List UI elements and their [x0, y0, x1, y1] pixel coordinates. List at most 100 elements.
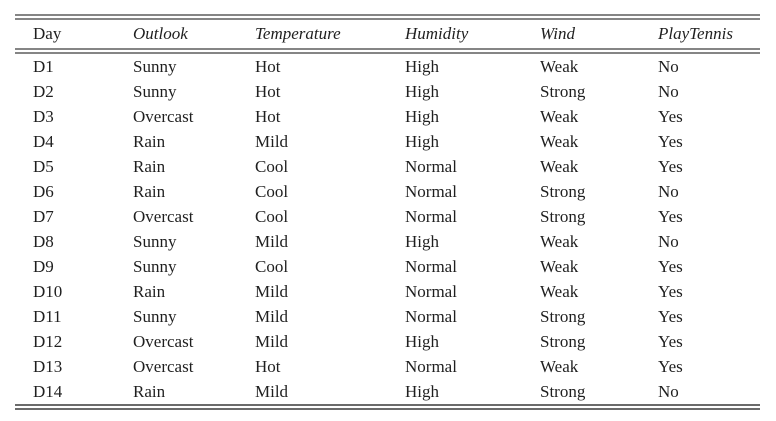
cell-day: D2 [33, 82, 54, 101]
cell-playtennis: No [658, 82, 679, 101]
cell-wind: Strong [540, 332, 586, 351]
cell-day: D7 [33, 207, 54, 226]
cell-day: D1 [33, 57, 54, 76]
cell-playtennis: Yes [658, 207, 683, 226]
cell-humidity: Normal [405, 182, 457, 201]
cell-temperature: Mild [255, 307, 289, 326]
cell-day: D5 [33, 157, 54, 176]
table-row: D10 Rain Mild Normal Weak Yes [15, 279, 760, 304]
cell-temperature: Mild [255, 379, 405, 410]
cell-playtennis: No [658, 57, 679, 76]
table-body: D1 Sunny Hot High Weak No D2 Sunny Hot High Strong… [15, 51, 760, 410]
cell-wind: Strong [540, 379, 658, 410]
cell-temperature: Cool [255, 207, 289, 226]
table-row: D4 Rain Mild High Weak Yes [15, 129, 760, 154]
cell-outlook: Overcast [133, 207, 194, 226]
cell-wind: Weak [540, 257, 579, 276]
cell-outlook: Sunny [133, 257, 177, 276]
cell-day: D4 [33, 132, 54, 151]
cell-day: D12 [33, 332, 63, 351]
table-row: D11 Sunny Mild Normal Strong Yes [15, 304, 760, 329]
cell-wind: Strong [540, 82, 586, 101]
cell-day: D6 [33, 182, 54, 201]
table-row: D9 Sunny Cool Normal Weak Yes [15, 254, 760, 279]
cell-wind: Strong [540, 182, 586, 201]
cell-wind: Weak [540, 282, 579, 301]
cell-outlook: Rain [133, 282, 166, 301]
cell-wind: Weak [540, 132, 579, 151]
cell-temperature: Cool [255, 157, 289, 176]
cell-temperature: Hot [255, 57, 281, 76]
cell-playtennis: No [658, 182, 679, 201]
cell-humidity: Normal [405, 282, 457, 301]
cell-wind: Weak [540, 232, 579, 251]
cell-temperature: Mild [255, 232, 289, 251]
table-row: D5 Rain Cool Normal Weak Yes [15, 154, 760, 179]
cell-outlook: Overcast [133, 107, 194, 126]
cell-wind: Weak [540, 107, 579, 126]
cell-day: D3 [33, 107, 54, 126]
cell-outlook: Rain [133, 157, 166, 176]
cell-temperature: Hot [255, 82, 281, 101]
cell-wind: Weak [540, 57, 579, 76]
cell-temperature: Hot [255, 107, 281, 126]
cell-outlook: Sunny [133, 232, 177, 251]
cell-humidity: High [405, 107, 439, 126]
table-row: D13 Overcast Hot Normal Weak Yes [15, 354, 760, 379]
cell-temperature: Mild [255, 132, 289, 151]
cell-day: D8 [33, 232, 54, 251]
cell-playtennis: Yes [658, 107, 683, 126]
cell-temperature: Hot [255, 357, 281, 376]
cell-day: D10 [33, 282, 63, 301]
cell-playtennis: No [658, 232, 679, 251]
cell-outlook: Sunny [133, 57, 177, 76]
header-row: Day Outlook Temperature Humidity Wind Pl… [15, 14, 760, 54]
column-header-outlook: Outlook [133, 14, 255, 54]
cell-humidity: High [405, 57, 439, 76]
cell-playtennis: Yes [658, 132, 683, 151]
cell-playtennis: Yes [658, 282, 683, 301]
cell-humidity: High [405, 379, 540, 410]
cell-outlook: Overcast [133, 332, 194, 351]
cell-playtennis: Yes [658, 157, 683, 176]
cell-outlook: Sunny [133, 82, 177, 101]
cell-humidity: High [405, 132, 439, 151]
cell-humidity: Normal [405, 157, 457, 176]
column-header-playtennis: PlayTennis [658, 14, 760, 54]
cell-outlook: Overcast [133, 357, 194, 376]
cell-playtennis: Yes [658, 332, 683, 351]
table-row: D8 Sunny Mild High Weak No [15, 229, 760, 254]
cell-playtennis: No [658, 379, 760, 410]
cell-outlook: Sunny [133, 307, 177, 326]
cell-outlook: Rain [133, 182, 166, 201]
cell-outlook: Rain [133, 132, 166, 151]
cell-outlook: Rain [133, 379, 255, 410]
table-row: D3 Overcast Hot High Weak Yes [15, 104, 760, 129]
cell-humidity: Normal [405, 257, 457, 276]
cell-temperature: Mild [255, 332, 289, 351]
table-row: D7 Overcast Cool Normal Strong Yes [15, 204, 760, 229]
cell-humidity: High [405, 332, 439, 351]
cell-wind: Weak [540, 357, 579, 376]
table-row: D14 Rain Mild High Strong No [15, 379, 760, 410]
cell-humidity: Normal [405, 357, 457, 376]
cell-wind: Strong [540, 207, 586, 226]
table-row: D2 Sunny Hot High Strong No [15, 79, 760, 104]
cell-wind: Weak [540, 157, 579, 176]
cell-humidity: Normal [405, 307, 457, 326]
cell-playtennis: Yes [658, 357, 683, 376]
cell-humidity: High [405, 82, 439, 101]
table-row: D12 Overcast Mild High Strong Yes [15, 329, 760, 354]
cell-day: D11 [33, 307, 62, 326]
column-header-humidity: Humidity [405, 14, 540, 54]
cell-playtennis: Yes [658, 257, 683, 276]
cell-humidity: Normal [405, 207, 457, 226]
column-header-day: Day [15, 14, 133, 54]
cell-wind: Strong [540, 307, 586, 326]
cell-day: D14 [15, 379, 133, 410]
cell-day: D9 [33, 257, 54, 276]
cell-day: D13 [33, 357, 63, 376]
playtennis-table: Day Outlook Temperature Humidity Wind Pl… [15, 14, 760, 410]
column-header-wind: Wind [540, 14, 658, 54]
column-header-temperature: Temperature [255, 14, 405, 54]
